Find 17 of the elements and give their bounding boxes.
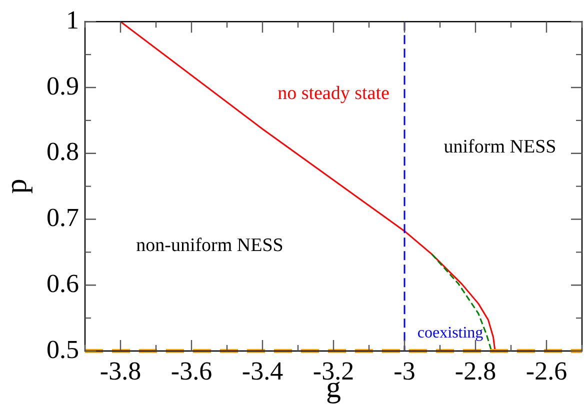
x-tick-label: -3.4	[242, 356, 284, 386]
x-tick-label: -3.6	[170, 356, 212, 386]
y-tick-label: 0.9	[46, 71, 79, 100]
x-tick-label: -2.6	[526, 356, 568, 386]
y-tick-label: 0.7	[46, 203, 79, 232]
y-axis-title: p	[0, 178, 33, 194]
annotation: non-uniform NESS	[136, 235, 284, 256]
annotation: coexisting	[417, 324, 484, 342]
y-tick-label: 1	[66, 5, 79, 34]
y-tick-label: 0.8	[46, 137, 79, 166]
y-tick-label: 0.6	[46, 268, 79, 298]
x-tick-label: -2.8	[454, 356, 496, 386]
y-tick-label: 0.5	[46, 334, 79, 364]
annotation: no steady state	[278, 83, 390, 104]
annotation: uniform NESS	[444, 136, 556, 158]
x-tick-label: -3	[394, 356, 416, 386]
x-tick-label: -3.8	[100, 356, 142, 386]
